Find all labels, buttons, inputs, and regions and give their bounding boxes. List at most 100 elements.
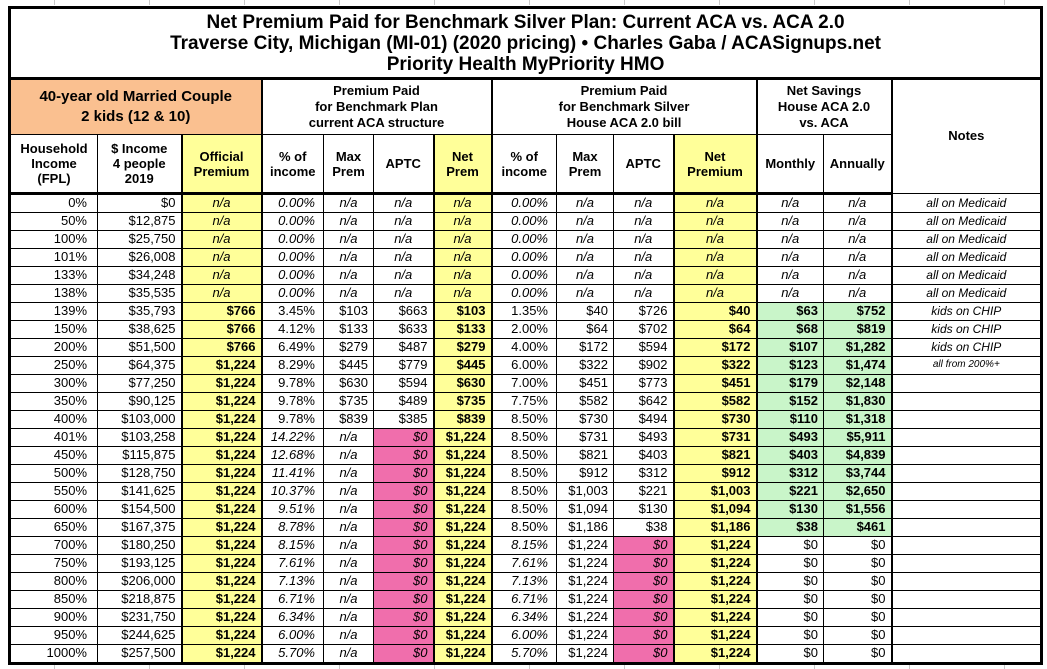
table-row: 250% $64,375 $1,224 8.29% $445 $779 $445 6.00% $…	[9, 356, 1043, 375]
table-row: 400% $103,000 $1,224 9.78% $839 $385 $839 8.50%…	[9, 410, 1043, 429]
cell-aca2-aptc: n/a	[613, 284, 674, 303]
cell-aca-max-prem: $103	[323, 302, 374, 321]
cell-aca-max-prem: n/a	[323, 482, 374, 501]
cell-aca-pct-income: 0.00%	[261, 266, 324, 285]
cell-aca2-pct-income: 6.34%	[491, 608, 557, 627]
cell-aca2-max-prem: $322	[556, 356, 614, 375]
table-row: 600% $154,500 $1,224 9.51% n/a $0 $1,224 8.50% $…	[9, 500, 1043, 519]
cell-aca-net-prem: $1,224	[432, 446, 493, 465]
cell-aca-max-prem: n/a	[323, 500, 374, 519]
cell-official-premium: n/a	[180, 193, 263, 213]
cell-aca2-aptc: $773	[613, 374, 674, 393]
title-line-3: Priority Health MyPriority HMO	[386, 54, 665, 75]
cell-aca-aptc: $0	[373, 590, 434, 609]
column-header-official-premium: Official Premium	[180, 134, 263, 195]
cell-savings-annually: $1,318	[823, 410, 893, 429]
cell-aca-max-prem: n/a	[323, 230, 374, 249]
cell-savings-annually: $0	[823, 554, 893, 573]
cell-aca2-net-premium: $1,186	[672, 518, 758, 537]
cell-aca2-aptc: n/a	[613, 212, 674, 231]
cell-aca-pct-income: 8.15%	[261, 536, 324, 555]
cell-income: $12,875	[97, 212, 182, 231]
grid-ticks-bottom	[0, 664, 1047, 669]
cell-savings-annually: $3,744	[823, 464, 893, 483]
cell-aca2-net-premium: $821	[672, 446, 758, 465]
cell-savings-monthly: $179	[756, 374, 824, 393]
cell-savings-annually: $0	[823, 608, 893, 627]
cell-aca2-net-premium: n/a	[672, 248, 758, 267]
cell-aca2-aptc: n/a	[613, 248, 674, 267]
cell-aca2-pct-income: 7.13%	[491, 572, 557, 591]
cell-notes	[890, 446, 1043, 465]
cell-aca-net-prem: $1,224	[432, 572, 493, 591]
cell-notes	[890, 608, 1043, 627]
cell-aca-net-prem: $1,224	[432, 626, 493, 645]
cell-aca2-pct-income: 8.50%	[491, 500, 557, 519]
cell-savings-monthly: $110	[756, 410, 824, 429]
cell-aca-net-prem: $103	[432, 302, 493, 321]
cell-official-premium: $1,224	[180, 374, 263, 393]
cell-official-premium: $1,224	[180, 356, 263, 375]
cell-savings-monthly: $152	[756, 392, 824, 411]
cell-savings-monthly: n/a	[756, 230, 824, 249]
cell-aca2-pct-income: 7.75%	[491, 392, 557, 411]
cell-aca2-pct-income: 6.00%	[491, 626, 557, 645]
cell-income: $141,625	[97, 482, 182, 501]
column-header-fpl: Household Income (FPL)	[9, 134, 98, 195]
cell-aca-aptc: $594	[373, 374, 434, 393]
cell-aca-pct-income: 12.68%	[261, 446, 324, 465]
cell-income: $35,793	[97, 302, 182, 321]
cell-aca-max-prem: $445	[323, 356, 374, 375]
cell-savings-annually: n/a	[823, 284, 893, 303]
cell-aca2-aptc: $902	[613, 356, 674, 375]
demographic-header: 40-year old Married Couple 2 kids (12 & …	[9, 78, 263, 135]
cell-aca2-net-premium: $730	[672, 410, 758, 429]
table-row: 800% $206,000 $1,224 7.13% n/a $0 $1,224 7.13% $…	[9, 572, 1043, 591]
cell-aca-aptc: $489	[373, 392, 434, 411]
group-header-current-aca: Premium Paid for Benchmark Plan current …	[261, 78, 493, 135]
cell-aca2-max-prem: $1,224	[556, 572, 614, 591]
cell-aca2-net-premium: $731	[672, 428, 758, 447]
table-row: 150% $38,625 $766 4.12% $133 $633 $133 2.00% $64…	[9, 320, 1043, 339]
premium-comparison-table: Net Premium Paid for Benchmark Silver Pl…	[8, 6, 1044, 665]
cell-aca2-net-premium: $912	[672, 464, 758, 483]
cell-aca2-pct-income: 8.50%	[491, 464, 557, 483]
cell-aca-net-prem: $1,224	[432, 608, 493, 627]
cell-aca-aptc: $0	[373, 428, 434, 447]
cell-aca2-pct-income: 8.50%	[491, 428, 557, 447]
cell-income: $25,750	[97, 230, 182, 249]
cell-aca-max-prem: n/a	[323, 266, 374, 285]
cell-notes	[890, 572, 1043, 591]
cell-aca2-aptc: $0	[613, 608, 674, 627]
cell-aca2-max-prem: $40	[556, 302, 614, 321]
cell-official-premium: $766	[180, 302, 263, 321]
cell-notes: all on Medicaid	[890, 230, 1043, 249]
cell-aca2-aptc: $726	[613, 302, 674, 321]
cell-notes: kids on CHIP	[890, 338, 1043, 357]
cell-savings-monthly: $0	[756, 536, 824, 555]
cell-notes	[890, 464, 1043, 483]
cell-aca2-aptc: n/a	[613, 230, 674, 249]
cell-aca-aptc: $0	[373, 518, 434, 537]
cell-aca-max-prem: n/a	[323, 446, 374, 465]
cell-aca-net-prem: $133	[432, 320, 493, 339]
cell-aca-aptc: n/a	[373, 248, 434, 267]
cell-fpl: 700%	[9, 536, 98, 555]
table-row: 101% $26,008 n/a 0.00% n/a n/a n/a 0.00% n/a n/a n…	[9, 248, 1043, 267]
cell-aca2-max-prem: $821	[556, 446, 614, 465]
column-header-savings-annually: Annually	[823, 134, 892, 195]
table-body: 0% $0 n/a 0.00% n/a n/a n/a 0.00% n/a n/a n/a n/a n/…	[9, 193, 1043, 664]
cell-official-premium: $1,224	[180, 536, 263, 555]
cell-savings-monthly: $403	[756, 446, 824, 465]
cell-official-premium: $766	[180, 338, 263, 357]
cell-aca-pct-income: 11.41%	[261, 464, 324, 483]
cell-aca-max-prem: n/a	[323, 608, 374, 627]
cell-fpl: 401%	[9, 428, 98, 447]
cell-aca-aptc: $0	[373, 644, 434, 664]
cell-aca-net-prem: $279	[432, 338, 493, 357]
column-header-aca-net-prem: Net Prem	[432, 134, 493, 195]
cell-aca2-pct-income: 1.35%	[491, 302, 557, 321]
cell-fpl: 150%	[9, 320, 98, 339]
cell-aca2-net-premium: $1,224	[672, 626, 758, 645]
cell-fpl: 1000%	[9, 644, 98, 664]
